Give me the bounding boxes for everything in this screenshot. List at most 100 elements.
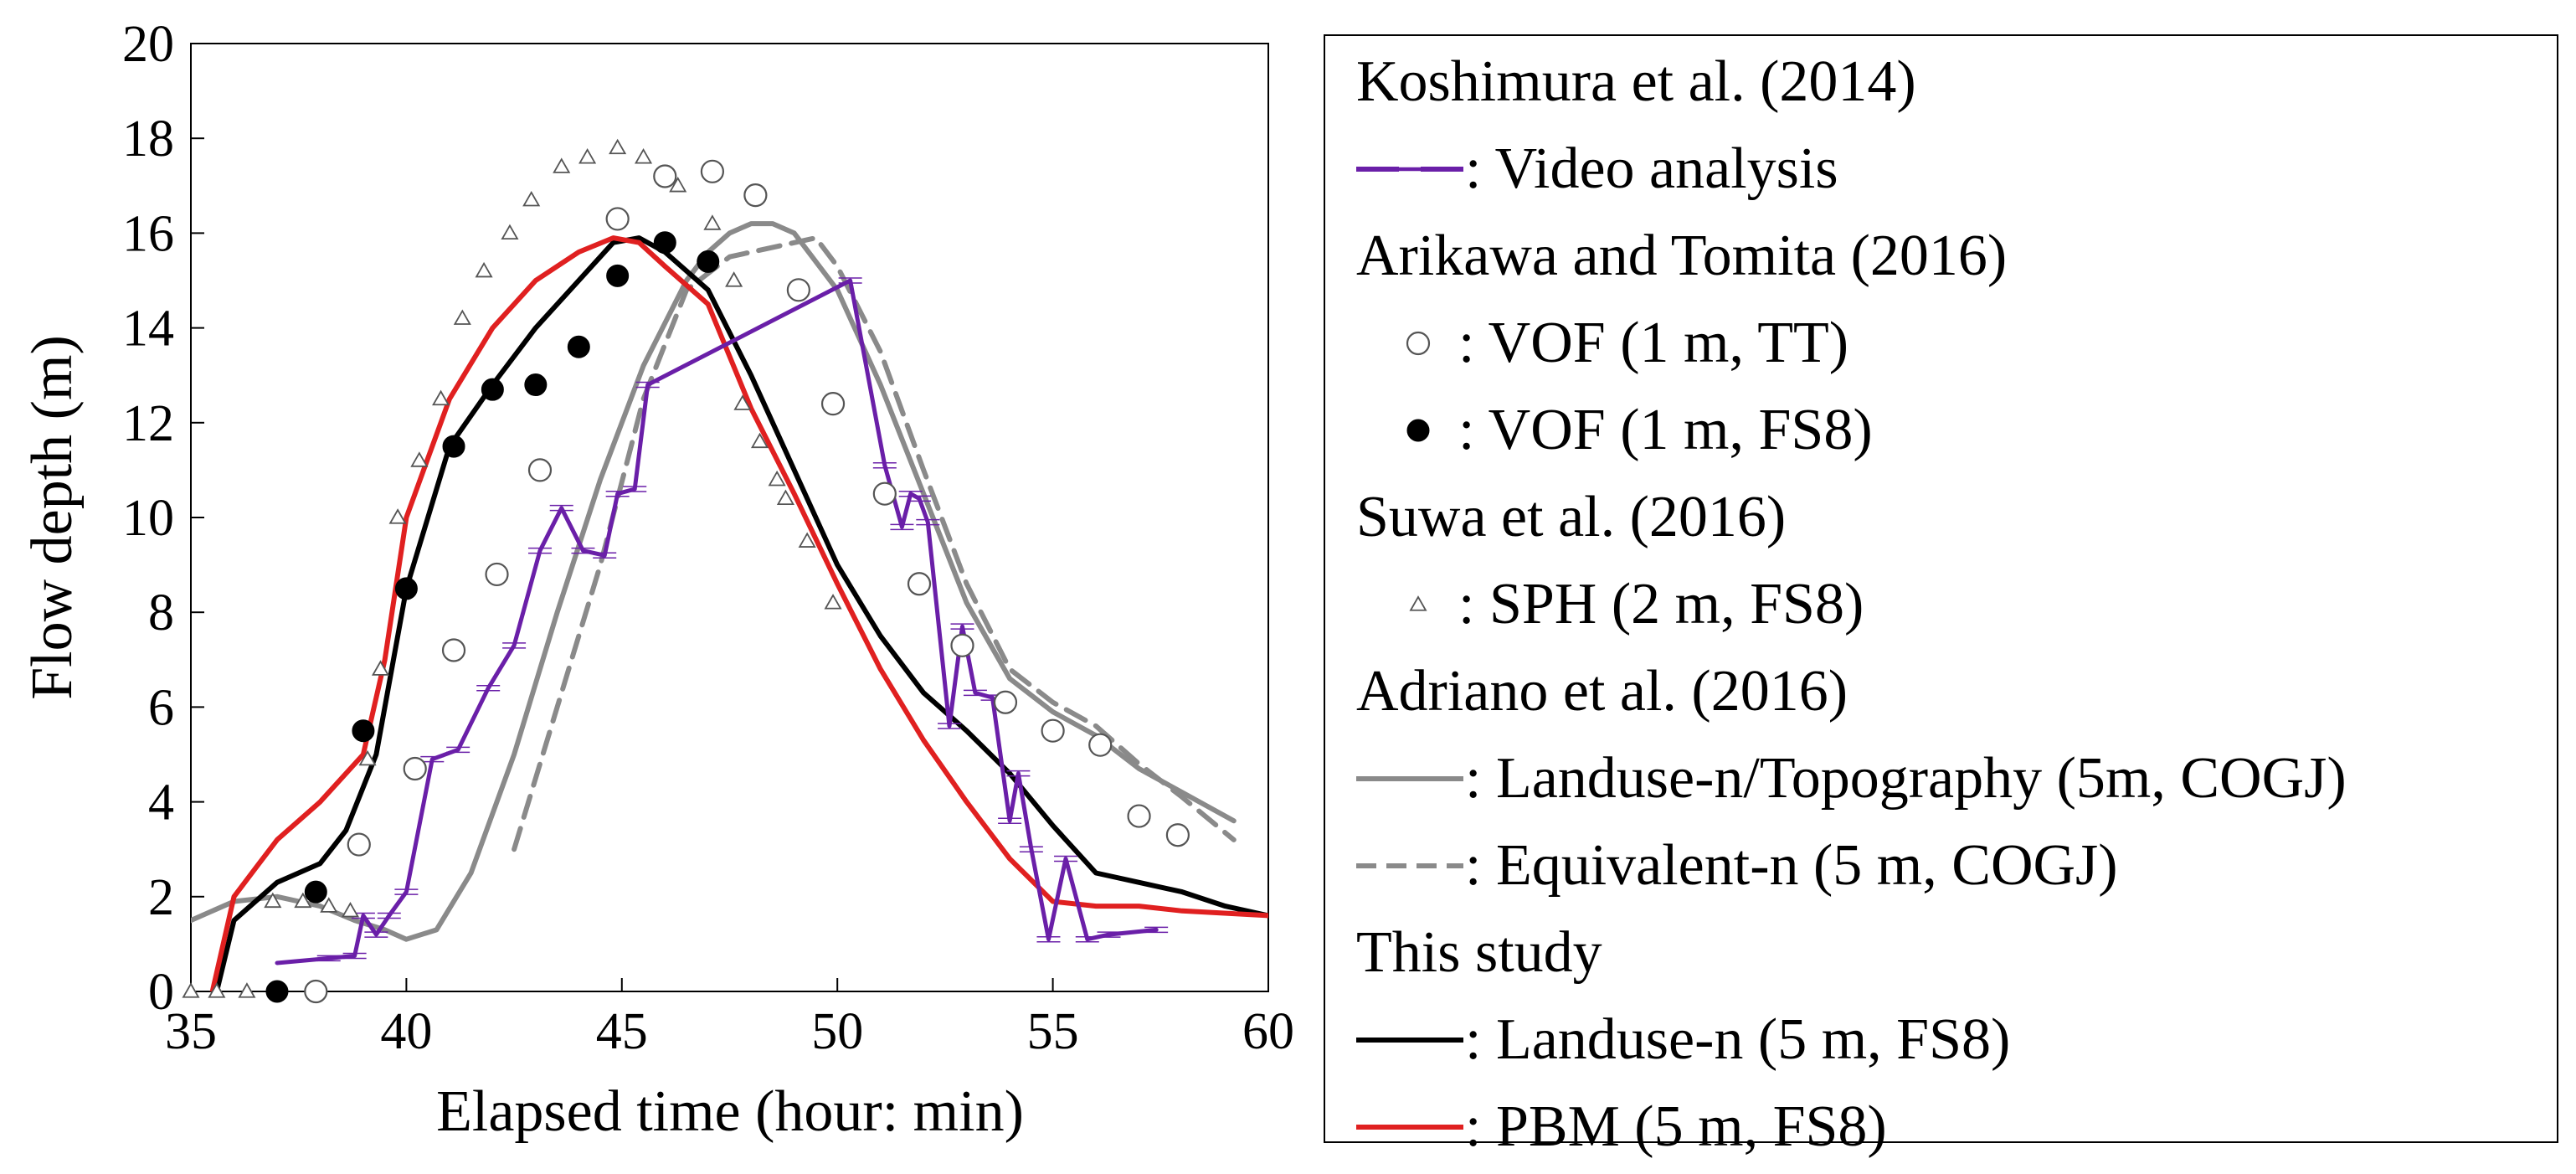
- vof_fs8-point: [697, 250, 720, 273]
- sph-point: [208, 982, 226, 998]
- vof_fs8-point: [265, 980, 289, 1003]
- vof_tt-point: [743, 183, 768, 208]
- x-tick-label: 35: [165, 1003, 217, 1060]
- legend-entry-label: : Landuse-n (5 m, FS8): [1465, 1007, 2010, 1072]
- legend-marker-sph: [1409, 595, 1427, 611]
- legend-entry-label: : Video analysis: [1465, 136, 1838, 201]
- sph-point: [578, 148, 597, 164]
- sph-point: [453, 309, 471, 325]
- legend-entry-label: : Equivalent-n (5 m, COGJ): [1465, 833, 2118, 898]
- sph-point: [432, 389, 450, 406]
- vof_tt-point: [950, 633, 974, 657]
- legend-entry-label: : SPH (2 m, FS8): [1458, 572, 1864, 636]
- sph-point: [768, 470, 786, 487]
- vof_fs8-point: [352, 719, 375, 743]
- sph-point: [182, 982, 200, 998]
- y-tick-label: 8: [148, 584, 174, 641]
- vof_tt-point: [820, 392, 846, 416]
- vof_tt-point: [907, 572, 932, 596]
- sph-point: [475, 261, 493, 278]
- sph-point: [750, 432, 769, 449]
- sph-point: [501, 224, 519, 240]
- sph-point: [522, 190, 541, 207]
- sph-point: [776, 489, 794, 506]
- vof_fs8-point: [442, 435, 465, 458]
- sph-point: [733, 394, 752, 410]
- series-line-adriano_equiv: [512, 235, 1237, 852]
- vof_fs8-point: [606, 264, 630, 287]
- legend-entry-label: : VOF (1 m, FS8): [1458, 398, 1873, 462]
- x-axis-label: Elapsed time (hour: min): [436, 1079, 1024, 1144]
- vof_tt-point: [1127, 804, 1151, 828]
- y-tick-label: 12: [122, 395, 174, 452]
- vof_tt-point: [347, 832, 371, 857]
- sph-point: [238, 982, 256, 998]
- vof_tt-point: [304, 979, 328, 1004]
- series-line-video: [275, 278, 1159, 965]
- vof_tt-point: [872, 481, 897, 506]
- legend-heading: Adriano et al. (2016): [1356, 659, 1848, 723]
- vof_tt-point: [485, 562, 509, 587]
- y-tick-label: 20: [122, 16, 174, 73]
- vof_tt-point: [403, 756, 427, 781]
- vof_fs8-point: [304, 880, 327, 904]
- legend: Koshimura et al. (2014) : Video analysis A…: [1356, 49, 2347, 1159]
- legend-marker-vof_tt: [1406, 331, 1431, 356]
- vof_tt-point: [1041, 718, 1065, 743]
- vof_tt-point: [527, 458, 553, 482]
- series-line-pbm: [209, 235, 1268, 991]
- vof_tt-point: [653, 164, 677, 188]
- sph-point: [609, 138, 627, 155]
- x-tick-label: 40: [380, 1003, 432, 1060]
- sph-point: [634, 148, 653, 164]
- sph-point: [341, 901, 360, 918]
- x-tick-label: 50: [811, 1003, 863, 1060]
- sph-point: [294, 892, 312, 909]
- sph-point: [371, 660, 390, 676]
- sph-point: [264, 892, 282, 909]
- vof_tt-point: [605, 207, 630, 231]
- vof_tt-point: [700, 159, 725, 183]
- vof_tt-point: [1088, 733, 1113, 757]
- y-tick-label: 6: [148, 679, 174, 736]
- y-tick-label: 16: [122, 205, 174, 262]
- sph-point: [669, 176, 687, 193]
- vof_tt-point: [993, 690, 1018, 714]
- sph-point: [703, 214, 722, 230]
- sph-point: [824, 594, 842, 610]
- y-tick-label: 4: [148, 775, 174, 832]
- legend-entry-label: : PBM (5 m, FS8): [1465, 1094, 1887, 1159]
- legend-heading: Arikawa and Tomita (2016): [1356, 224, 2007, 288]
- legend-entry-label: : Landuse-n/Topography (5m, COGJ): [1465, 746, 2347, 811]
- vof_fs8-point: [653, 231, 676, 255]
- vof_fs8-point: [567, 335, 590, 358]
- sph-point: [553, 157, 571, 173]
- y-tick-label: 18: [122, 111, 174, 167]
- vof_tt-point: [1165, 823, 1190, 847]
- series-line-landuse: [213, 235, 1268, 991]
- x-tick-label: 60: [1242, 1003, 1294, 1060]
- vof_fs8-point: [524, 373, 548, 397]
- y-tick-label: 0: [148, 964, 174, 1021]
- x-tick-label: 45: [596, 1003, 648, 1060]
- y-tick-label: 10: [122, 490, 174, 547]
- vof_tt-point: [786, 278, 810, 302]
- sph-point: [798, 532, 816, 548]
- legend-heading: Koshimura et al. (2014): [1356, 49, 1916, 114]
- y-tick-label: 14: [122, 301, 174, 358]
- vof_fs8-point: [481, 378, 504, 401]
- sph-point: [410, 451, 429, 467]
- legend-heading: Suwa et al. (2016): [1356, 485, 1786, 549]
- legend-marker-vof_fs8: [1406, 419, 1430, 442]
- sph-point: [388, 508, 407, 524]
- x-tick-label: 55: [1027, 1003, 1079, 1060]
- y-axis-label: Flow depth (m): [20, 335, 85, 700]
- sph-point: [725, 271, 743, 287]
- sph-point: [320, 897, 338, 913]
- y-tick-label: 2: [148, 869, 174, 926]
- sph-point: [358, 749, 377, 766]
- legend-heading: This study: [1356, 920, 1602, 985]
- legend-entry-label: : VOF (1 m, TT): [1458, 311, 1848, 375]
- vof_fs8-point: [394, 577, 418, 600]
